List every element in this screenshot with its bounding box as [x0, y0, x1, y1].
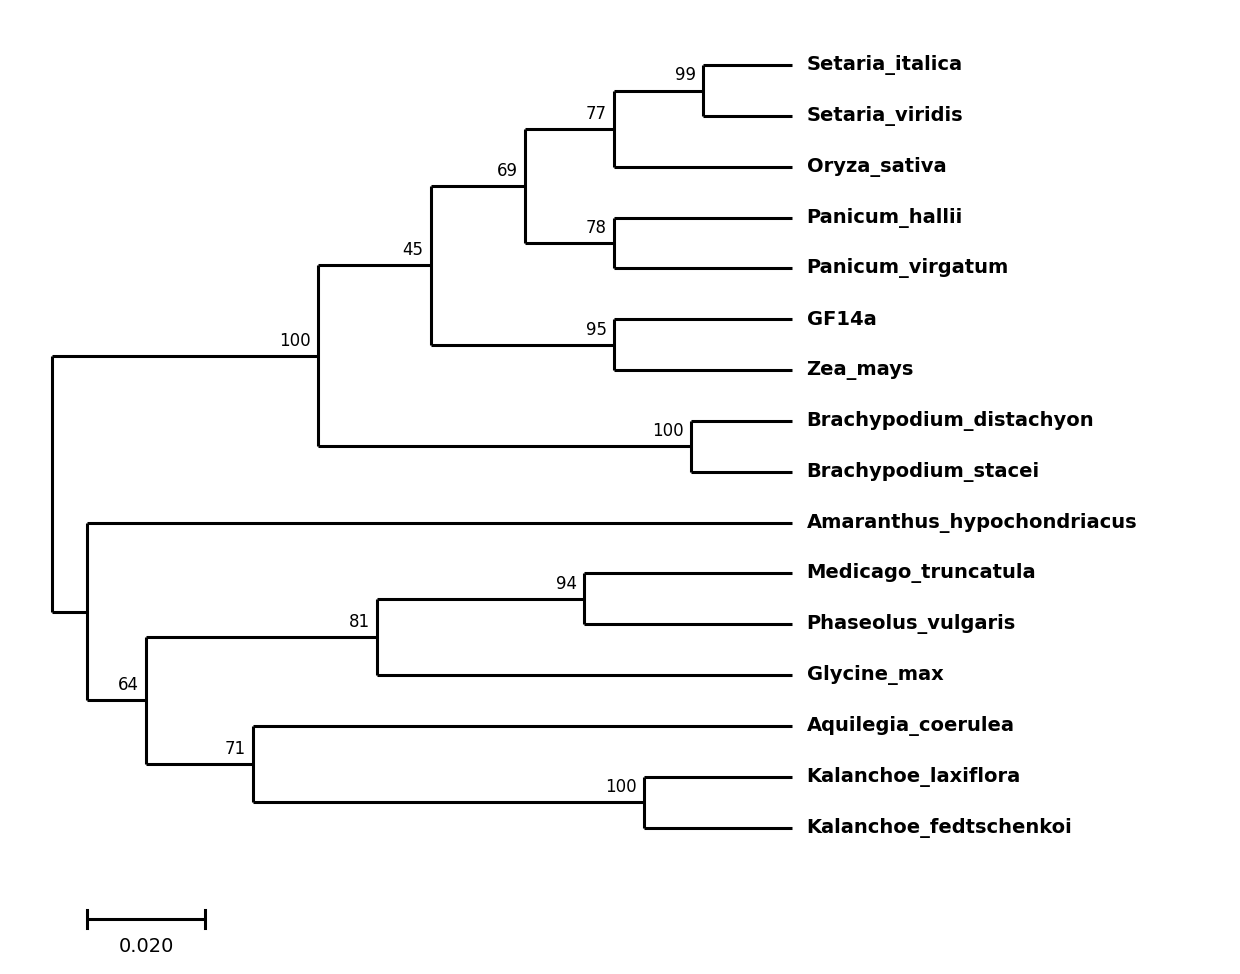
- Text: 100: 100: [279, 332, 311, 350]
- Text: Brachypodium_stacei: Brachypodium_stacei: [806, 462, 1039, 482]
- Text: 95: 95: [587, 320, 606, 339]
- Text: 45: 45: [403, 242, 423, 259]
- Text: 0.020: 0.020: [119, 937, 174, 955]
- Text: Glycine_max: Glycine_max: [806, 665, 944, 685]
- Text: Panicum_hallii: Panicum_hallii: [806, 207, 962, 228]
- Text: 69: 69: [497, 162, 518, 180]
- Text: 94: 94: [557, 575, 578, 593]
- Text: Panicum_virgatum: Panicum_virgatum: [806, 258, 1009, 279]
- Text: Phaseolus_vulgaris: Phaseolus_vulgaris: [806, 615, 1016, 634]
- Text: 99: 99: [675, 66, 696, 85]
- Text: 100: 100: [652, 423, 684, 440]
- Text: 100: 100: [605, 778, 636, 796]
- Text: Brachypodium_distachyon: Brachypodium_distachyon: [806, 411, 1094, 431]
- Text: 78: 78: [587, 219, 606, 237]
- Text: Kalanchoe_laxiflora: Kalanchoe_laxiflora: [806, 767, 1021, 787]
- Text: GF14a: GF14a: [806, 310, 877, 329]
- Text: Oryza_sativa: Oryza_sativa: [806, 157, 946, 177]
- Text: Setaria_italica: Setaria_italica: [806, 56, 962, 75]
- Text: Zea_mays: Zea_mays: [806, 360, 914, 380]
- Text: Medicago_truncatula: Medicago_truncatula: [806, 563, 1037, 583]
- Text: 81: 81: [348, 613, 370, 631]
- Text: Aquilegia_coerulea: Aquilegia_coerulea: [806, 716, 1014, 736]
- Text: Kalanchoe_fedtschenkoi: Kalanchoe_fedtschenkoi: [806, 817, 1073, 838]
- Text: Amaranthus_hypochondriacus: Amaranthus_hypochondriacus: [806, 512, 1137, 533]
- Text: 64: 64: [118, 676, 139, 694]
- Text: 71: 71: [224, 740, 246, 758]
- Text: 77: 77: [587, 104, 606, 123]
- Text: Setaria_viridis: Setaria_viridis: [806, 106, 963, 126]
